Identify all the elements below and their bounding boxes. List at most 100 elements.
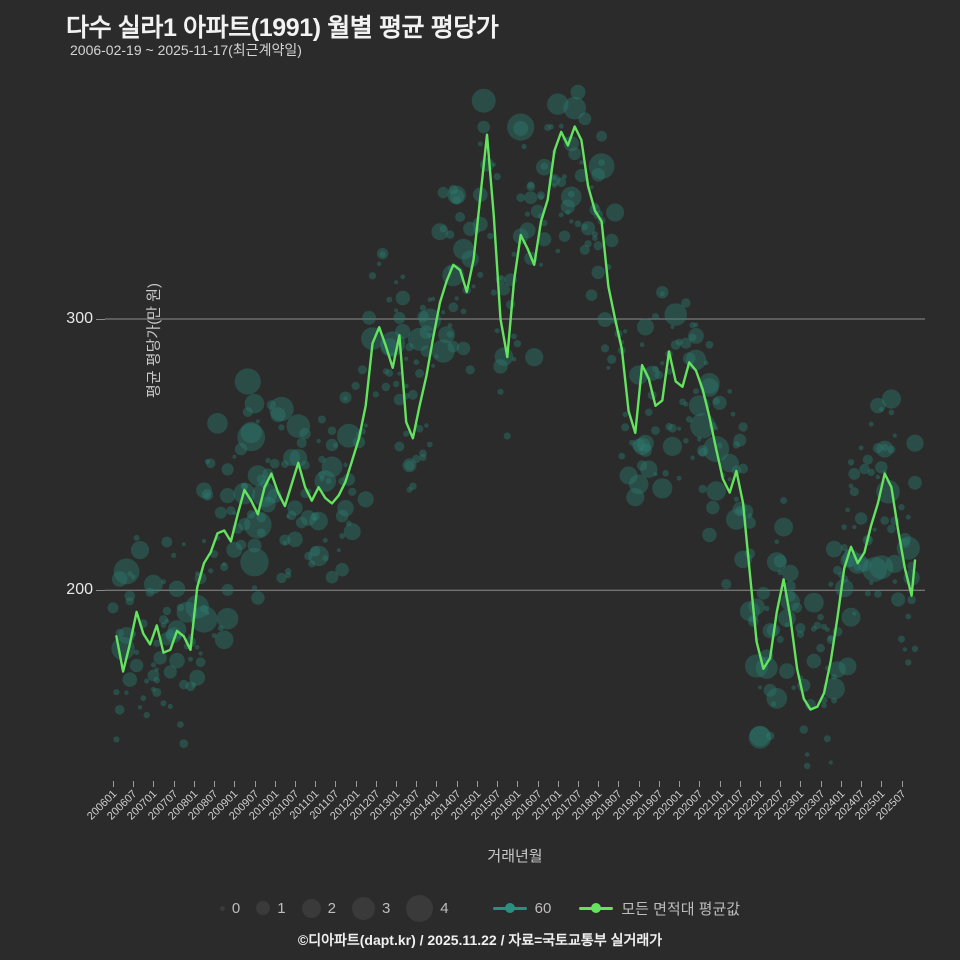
scatter-bubble: [456, 341, 471, 356]
legend-size-item[interactable]: 4: [406, 894, 449, 922]
scatter-bubble: [130, 574, 136, 580]
scatter-bubble: [337, 499, 354, 517]
scatter-bubble: [127, 571, 133, 577]
scatter-bubble: [591, 168, 605, 182]
scatter-bubble: [902, 647, 908, 652]
scatter-bubble: [569, 219, 574, 224]
scatter-bubble: [791, 685, 797, 691]
scatter-bubble: [770, 701, 777, 707]
scatter-bubble: [124, 590, 136, 602]
scatter-bubble: [632, 438, 646, 452]
scatter-bubble: [160, 700, 167, 707]
scatter-bubble: [588, 153, 615, 180]
scatter-bubble: [452, 196, 461, 205]
scatter-bubble: [343, 462, 348, 468]
x-axis-tick-mark: [497, 781, 499, 787]
scatter-bubble: [286, 514, 291, 519]
scatter-bubble: [448, 302, 459, 313]
scatter-bubble: [477, 141, 483, 147]
scatter-bubble: [247, 465, 269, 486]
scatter-bubble: [419, 453, 427, 462]
scatter-bubble: [310, 512, 320, 521]
scatter-bubble: [906, 434, 924, 452]
scatter-bubble: [579, 244, 590, 255]
x-axis-tick-mark: [173, 781, 175, 787]
scatter-bubble: [892, 433, 897, 438]
scatter-bubble: [325, 438, 339, 452]
legend-size-item[interactable]: 3: [351, 896, 390, 920]
scatter-bubble: [875, 474, 881, 480]
scatter-bubble: [161, 536, 173, 548]
x-axis-tick-mark: [759, 781, 761, 787]
scatter-bubble: [195, 645, 200, 650]
scatter-bubble: [286, 510, 297, 521]
scatter-bubble: [905, 659, 912, 666]
x-axis-tick-mark: [800, 781, 802, 787]
scatter-bubble: [681, 298, 691, 308]
scatter-bubble: [591, 231, 598, 238]
x-axis-tick-mark: [456, 781, 458, 787]
scatter-bubble: [431, 363, 436, 368]
scatter-bubble: [536, 158, 553, 176]
scatter-bubble: [511, 356, 517, 362]
scatter-bubble: [125, 597, 134, 606]
scatter-bubble: [115, 628, 124, 638]
scatter-bubble: [652, 313, 659, 321]
scatter-bubble: [163, 665, 177, 679]
scatter-bubble: [313, 516, 318, 521]
scatter-bubble: [792, 602, 803, 613]
scatter-bubble: [211, 633, 217, 639]
scatter-bubble: [276, 572, 287, 584]
scatter-bubble: [853, 563, 862, 572]
scatter-bubble: [357, 491, 374, 508]
scatter-bubble: [189, 669, 206, 686]
legend-size-item[interactable]: 2: [301, 898, 336, 918]
y-axis-title: 평균 평당가(만 원): [145, 283, 163, 398]
scatter-bubble: [662, 436, 683, 456]
scatter-bubble: [852, 611, 857, 616]
x-axis-tick-mark: [133, 781, 135, 787]
scatter-bubble: [234, 442, 248, 456]
scatter-bubble: [735, 506, 744, 515]
scatter-bubble: [286, 414, 311, 438]
scatter-bubble: [622, 411, 628, 418]
scatter-bubble: [493, 359, 508, 374]
scatter-bubble: [721, 579, 732, 590]
scatter-bubble: [677, 426, 682, 431]
scatter-bubble: [357, 365, 367, 375]
scatter-bubble: [304, 551, 313, 561]
scatter-bubble: [712, 395, 727, 410]
scatter-bubble: [589, 185, 594, 190]
scatter-bubble: [300, 510, 317, 526]
scatter-bubble: [730, 411, 736, 417]
scatter-bubble: [700, 378, 719, 397]
scatter-bubble: [693, 388, 699, 395]
scatter-bubble: [639, 342, 645, 348]
scatter-bubble: [289, 449, 308, 467]
scatter-bubble: [287, 531, 303, 548]
scatter-bubble: [431, 296, 436, 301]
scatter-bubble: [898, 532, 912, 546]
scatter-bubble: [201, 538, 207, 544]
scatter-bubble: [779, 663, 795, 679]
scatter-bubble: [690, 455, 695, 461]
scatter-bubble: [874, 590, 882, 598]
scatter-bubble: [438, 326, 456, 344]
legend-size-item[interactable]: 1: [256, 900, 286, 917]
scatter-bubble: [702, 527, 717, 543]
scatter-bubble: [688, 333, 697, 342]
scatter-bubble: [154, 667, 159, 672]
scatter-bubble: [165, 629, 176, 640]
scatter-bubble: [621, 423, 630, 432]
scatter-bubble: [527, 181, 535, 189]
scatter-bubble: [881, 389, 902, 409]
scatter-bubble: [579, 160, 584, 165]
scatter-bubble: [176, 603, 185, 612]
scatter-bubble: [270, 407, 286, 423]
scatter-bubble: [813, 621, 822, 630]
scatter-bubble: [562, 174, 567, 179]
legend-series-item[interactable]: 모든 면적대 평균값: [579, 898, 740, 919]
legend-size-item[interactable]: 0: [219, 900, 240, 917]
legend-series-item[interactable]: 60: [492, 900, 551, 917]
scatter-bubble: [147, 669, 160, 682]
